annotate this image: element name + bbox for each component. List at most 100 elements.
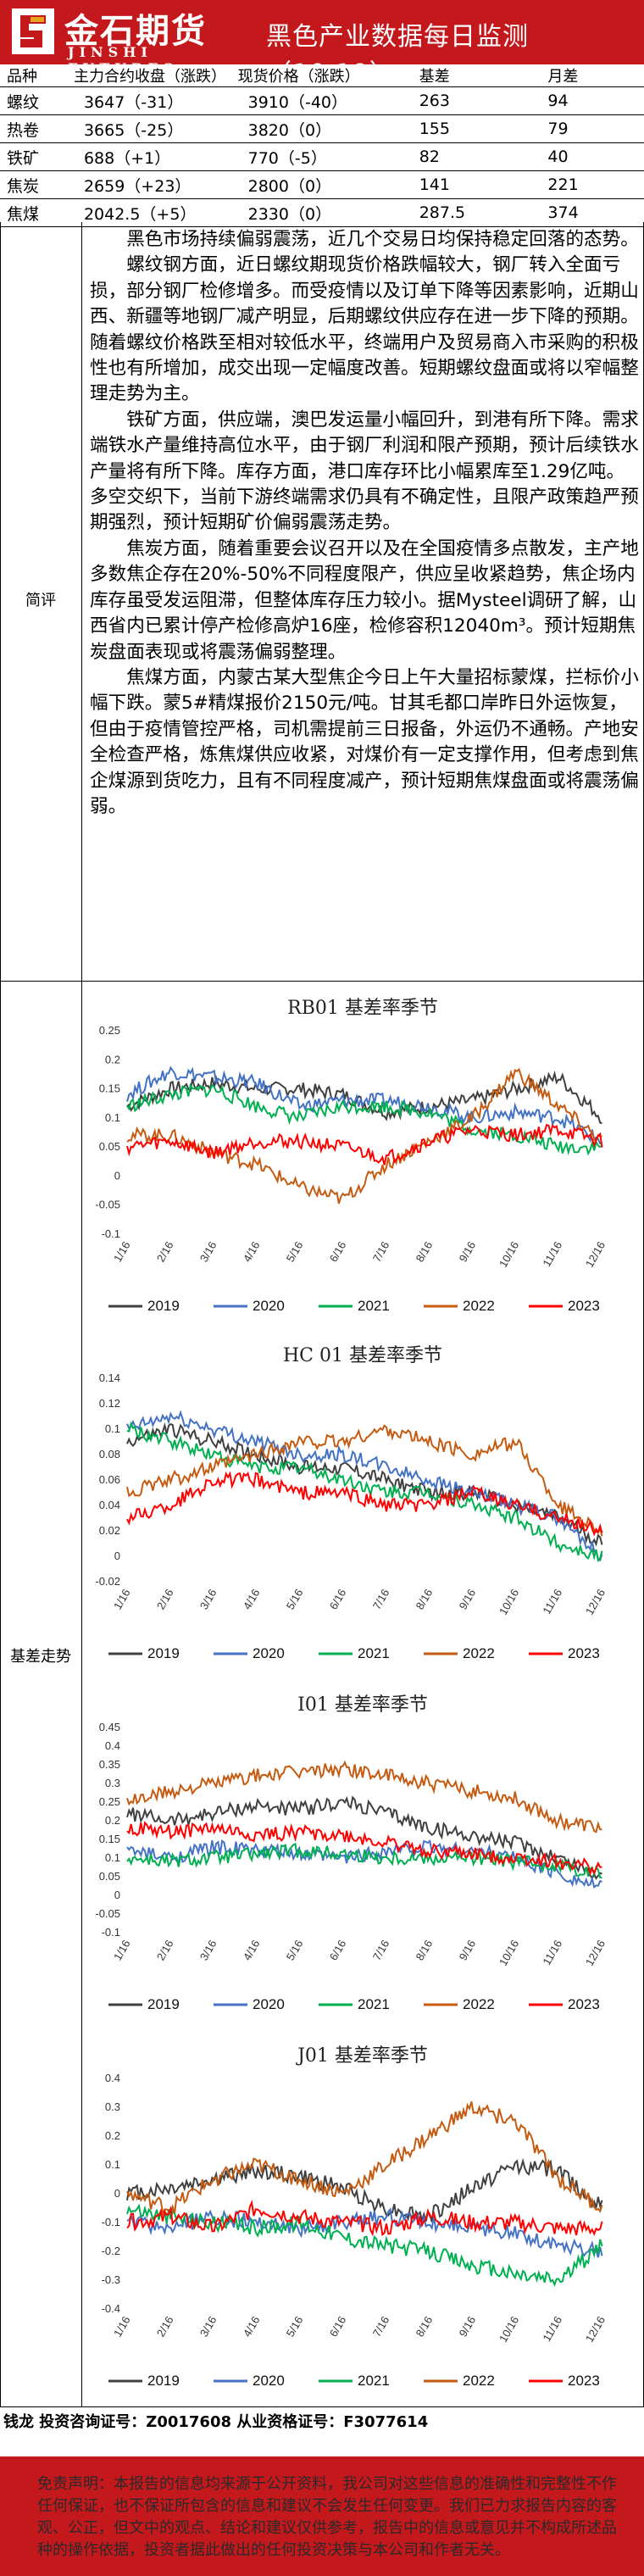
x-tick-label: 6/16 bbox=[327, 2314, 349, 2339]
series-line-2023 bbox=[126, 2200, 603, 2237]
legend-label-2023: 2023 bbox=[568, 1298, 600, 1314]
x-tick-label: 3/16 bbox=[197, 2314, 219, 2339]
legend-label-2021: 2021 bbox=[358, 2373, 390, 2389]
product-name: 焦煤 bbox=[0, 198, 67, 227]
column-header-basis: 基差 bbox=[393, 64, 523, 87]
legend-label-2020: 2020 bbox=[253, 1298, 285, 1314]
x-tick-label: 11/16 bbox=[540, 1587, 564, 1616]
legend-label-2020: 2020 bbox=[253, 1645, 285, 1661]
table-row: 热卷 3665（-25） 3820（0） 155 79 bbox=[0, 114, 644, 143]
futures-close: 2042.5（+5） bbox=[66, 198, 231, 227]
product-name: 螺纹 bbox=[0, 86, 67, 115]
series-line-2021 bbox=[126, 2203, 603, 2287]
y-tick-label: 0.15 bbox=[99, 1082, 120, 1095]
futures-close: 688（+1） bbox=[66, 142, 231, 171]
legend-label-2023: 2023 bbox=[568, 2373, 600, 2389]
legend-label-2021: 2021 bbox=[358, 1996, 390, 2012]
x-tick-label: 8/16 bbox=[414, 1938, 436, 1962]
y-tick-label: 0.12 bbox=[99, 1397, 120, 1410]
y-tick-label: 0.2 bbox=[105, 1053, 120, 1065]
x-tick-label: 3/16 bbox=[197, 1239, 219, 1264]
commentary-paragraph-overview: 黑色市场持续偏弱震荡，近几个交易日均保持稳定回落的态势。 bbox=[126, 229, 639, 250]
basis-value: 263 bbox=[393, 86, 523, 115]
x-tick-label: 7/16 bbox=[370, 1239, 392, 1264]
spot-price: 770（-5） bbox=[230, 142, 394, 171]
x-tick-label: 5/16 bbox=[284, 1587, 306, 1611]
y-tick-label: 0.1 bbox=[105, 1851, 120, 1864]
legend-label-2019: 2019 bbox=[147, 1645, 180, 1661]
x-tick-label: 9/16 bbox=[457, 1938, 479, 1962]
spot-price: 3820（0） bbox=[230, 114, 394, 143]
month-spread: 40 bbox=[522, 142, 644, 171]
y-tick-label: 0.3 bbox=[105, 1777, 120, 1789]
commentary-paragraph-rebar: 螺纹钢方面，近日螺纹期现货价格跌幅较大，钢厂转入全面亏损，部分钢厂检修增多。而受… bbox=[90, 254, 639, 405]
x-tick-label: 10/16 bbox=[497, 1239, 521, 1270]
y-tick-label: -0.05 bbox=[95, 1907, 120, 1920]
y-tick-label: -0.1 bbox=[102, 1926, 120, 1939]
chart-title: RB01 基差率季节 bbox=[287, 998, 438, 1019]
chart-title: HC 01 基差率季节 bbox=[283, 1345, 442, 1366]
y-tick-label: -0.1 bbox=[102, 2216, 120, 2228]
product-name: 热卷 bbox=[0, 114, 67, 143]
x-tick-label: 4/16 bbox=[241, 1938, 263, 1962]
label-column-divider bbox=[81, 222, 82, 2407]
y-tick-label: -0.4 bbox=[102, 2302, 120, 2315]
y-tick-label: -0.02 bbox=[95, 1575, 120, 1588]
x-tick-label: 12/16 bbox=[583, 2314, 608, 2345]
y-tick-label: 0.45 bbox=[99, 1721, 120, 1733]
x-tick-label: 9/16 bbox=[457, 1239, 479, 1264]
y-tick-label: -0.2 bbox=[102, 2245, 120, 2257]
x-tick-label: 8/16 bbox=[414, 1587, 436, 1611]
x-tick-label: 3/16 bbox=[197, 1938, 219, 1962]
futures-close: 3665（-25） bbox=[66, 114, 231, 143]
commentary-paragraph-iron-ore: 铁矿方面，供应端，澳巴发运量小幅回升，到港有所下降。需求端铁水产量维持高位水平，… bbox=[90, 409, 639, 534]
chart-title: J01 基差率季节 bbox=[296, 2045, 428, 2067]
y-tick-label: 0.2 bbox=[105, 1814, 120, 1827]
commentary-paragraph-coking-coal: 焦煤方面，内蒙古某大型焦企今日上午大量招标蒙煤，拦标价小幅下跌。蒙5#精煤报价2… bbox=[90, 666, 639, 817]
x-tick-label: 9/16 bbox=[457, 2314, 479, 2339]
y-tick-label: 0.1 bbox=[105, 2158, 120, 2171]
series-line-2023 bbox=[126, 1821, 602, 1877]
jinshi-logo-icon bbox=[12, 8, 54, 54]
y-tick-label: 0.25 bbox=[99, 1024, 120, 1037]
legend-label-2022: 2022 bbox=[463, 1645, 495, 1661]
series-line-2023 bbox=[126, 1123, 603, 1166]
x-tick-label: 1/16 bbox=[111, 1587, 133, 1611]
x-tick-label: 1/16 bbox=[111, 1239, 133, 1264]
commentary-label: 简评 bbox=[25, 592, 56, 609]
x-tick-label: 6/16 bbox=[327, 1587, 349, 1611]
month-spread: 79 bbox=[522, 114, 644, 143]
y-tick-label: 0.3 bbox=[105, 2100, 120, 2113]
legend-label-2021: 2021 bbox=[358, 1298, 390, 1314]
x-tick-label: 6/16 bbox=[327, 1938, 349, 1962]
x-tick-label: 2/16 bbox=[154, 1938, 176, 1962]
chart-hc01-basis-rate: HC 01 基差率季节 -0.02 0 0.02 0.04 0.06 0.08 0.1 0.12… bbox=[83, 1331, 642, 1677]
basis-value: 141 bbox=[393, 170, 523, 199]
analyst-credentials: 钱龙 投资咨询证号：Z0017608 从业资格证号：F3077614 bbox=[3, 2413, 429, 2431]
y-tick-label: 0 bbox=[114, 1549, 120, 1562]
x-tick-label: 5/16 bbox=[284, 1938, 306, 1962]
commentary-text: 黑色市场持续偏弱震荡，近几个交易日均保持稳定回落的态势。 螺纹钢方面，近日螺纹期… bbox=[90, 227, 639, 820]
report-header: 金石期货 JINSHI FUTURES 黑色产业数据每日监测（10.19） bbox=[0, 0, 644, 89]
y-tick-label: 0.05 bbox=[99, 1140, 120, 1153]
x-tick-label: 11/16 bbox=[540, 2314, 564, 2344]
price-table: 品种 主力合约收盘（涨跌） 现货价格（涨跌） 基差 月差 螺纹 3647（-31… bbox=[0, 64, 644, 227]
futures-close: 3647（-31） bbox=[66, 86, 231, 115]
product-name: 焦炭 bbox=[0, 170, 67, 199]
legend-label-2019: 2019 bbox=[147, 2373, 180, 2389]
x-tick-label: 1/16 bbox=[111, 1938, 133, 1962]
y-tick-label: 0.15 bbox=[99, 1833, 120, 1845]
y-tick-label: 0 bbox=[114, 1169, 120, 1182]
legend-label-2019: 2019 bbox=[147, 1298, 180, 1314]
disclaimer-banner: 免责声明：本报告的信息均来源于公开资料，我公司对这些信息的准确性和完整性不作任何… bbox=[0, 2456, 644, 2576]
x-tick-label: 7/16 bbox=[370, 2314, 392, 2339]
legend-label-2022: 2022 bbox=[463, 1996, 495, 2012]
chart-i01-svg: I01 基差率季节 -0.1 -0.05 0 0.05 0.1 0.15 0.2 0.25 0.3… bbox=[95, 1694, 608, 2012]
x-tick-label: 6/16 bbox=[327, 1239, 349, 1264]
chart-j01-basis-rate: J01 基差率季节 -0.4 -0.3 -0.2 -0.1 0 0.1 0.2 0.3 0.4 1/… bbox=[83, 2031, 642, 2404]
series-line-2021 bbox=[126, 1082, 603, 1156]
y-tick-label: 0.4 bbox=[105, 2072, 120, 2084]
series-line-2020 bbox=[126, 1410, 603, 1562]
table-row: 铁矿 688（+1） 770（-5） 82 40 bbox=[0, 142, 644, 171]
y-tick-label: 0 bbox=[114, 2187, 120, 2200]
